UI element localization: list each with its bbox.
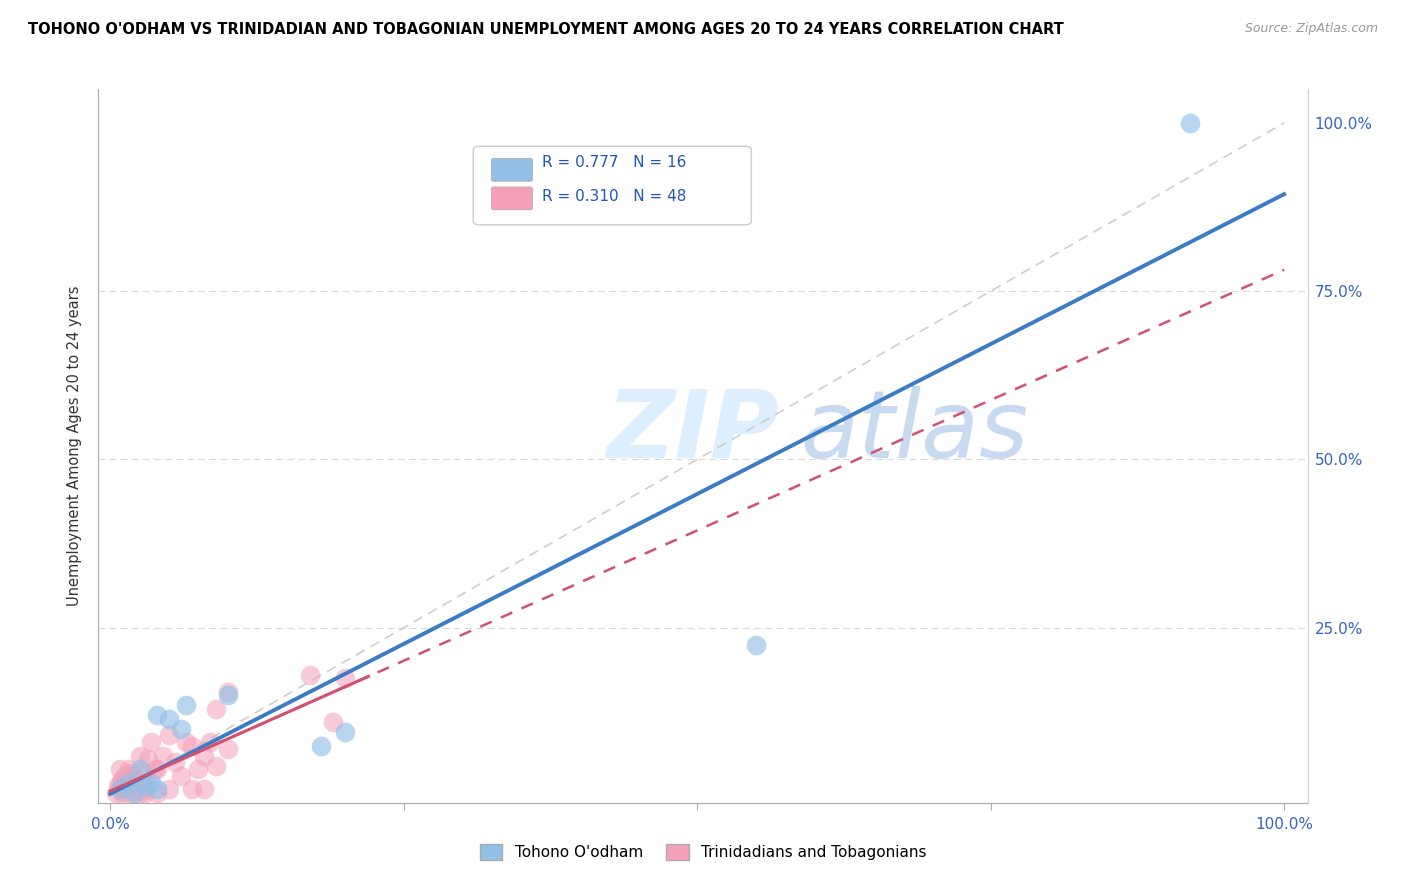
Point xyxy=(745,638,768,652)
Point xyxy=(333,725,356,739)
Point xyxy=(146,786,169,800)
Text: R = 0.777   N = 16: R = 0.777 N = 16 xyxy=(543,155,686,170)
Point xyxy=(187,762,209,776)
Text: ZIP: ZIP xyxy=(606,385,779,478)
Point xyxy=(114,769,136,783)
Point xyxy=(146,708,169,723)
Point xyxy=(108,775,131,789)
Point xyxy=(122,786,145,800)
Point xyxy=(108,782,131,797)
Y-axis label: Unemployment Among Ages 20 to 24 years: Unemployment Among Ages 20 to 24 years xyxy=(67,285,83,607)
Point xyxy=(157,782,180,797)
Point xyxy=(1180,116,1202,130)
Point xyxy=(134,765,156,780)
Point xyxy=(134,775,156,789)
Point xyxy=(146,762,169,776)
Point xyxy=(322,714,344,729)
Point xyxy=(157,729,180,743)
Point xyxy=(193,782,215,797)
Point xyxy=(117,775,139,789)
Text: atlas: atlas xyxy=(800,386,1028,477)
Point xyxy=(181,739,204,753)
Point xyxy=(134,779,156,793)
Point xyxy=(204,701,226,715)
Point xyxy=(217,742,239,756)
Point xyxy=(193,748,215,763)
Text: TOHONO O'ODHAM VS TRINIDADIAN AND TOBAGONIAN UNEMPLOYMENT AMONG AGES 20 TO 24 YE: TOHONO O'ODHAM VS TRINIDADIAN AND TOBAGO… xyxy=(28,22,1064,37)
Point xyxy=(298,668,321,682)
Point xyxy=(122,779,145,793)
FancyBboxPatch shape xyxy=(492,187,533,210)
Text: Source: ZipAtlas.com: Source: ZipAtlas.com xyxy=(1244,22,1378,36)
Point xyxy=(163,756,186,770)
Point xyxy=(152,748,174,763)
Point xyxy=(108,762,131,776)
Point xyxy=(117,775,139,789)
FancyBboxPatch shape xyxy=(474,146,751,225)
Point xyxy=(120,765,142,780)
Point xyxy=(134,786,156,800)
Point xyxy=(198,735,221,749)
Point xyxy=(107,779,129,793)
Point xyxy=(311,739,333,753)
Point xyxy=(111,782,134,797)
Point xyxy=(122,769,145,783)
Point xyxy=(111,786,134,800)
Point xyxy=(111,772,134,787)
Point xyxy=(146,782,169,797)
Point xyxy=(157,712,180,726)
Point xyxy=(136,752,159,766)
FancyBboxPatch shape xyxy=(492,159,533,181)
Point xyxy=(125,782,148,797)
Point xyxy=(117,786,139,800)
Point xyxy=(112,779,135,793)
Point xyxy=(141,775,163,789)
Point xyxy=(105,786,128,800)
Point xyxy=(217,688,239,702)
Point xyxy=(217,684,239,698)
Point xyxy=(176,698,198,713)
Point xyxy=(333,671,356,685)
Point xyxy=(176,735,198,749)
Point xyxy=(204,758,226,772)
Point xyxy=(118,762,141,776)
Point xyxy=(128,775,150,789)
Point xyxy=(128,748,150,763)
Text: R = 0.310   N = 48: R = 0.310 N = 48 xyxy=(543,189,686,203)
Point xyxy=(128,762,150,776)
Point xyxy=(169,722,191,736)
Point xyxy=(122,786,145,800)
Point xyxy=(134,782,156,797)
Point xyxy=(169,769,191,783)
Point xyxy=(128,786,150,800)
Point xyxy=(143,762,166,776)
Point xyxy=(181,782,204,797)
Point xyxy=(141,735,163,749)
Legend: Tohono O'odham, Trinidadians and Tobagonians: Tohono O'odham, Trinidadians and Tobagon… xyxy=(474,838,932,866)
